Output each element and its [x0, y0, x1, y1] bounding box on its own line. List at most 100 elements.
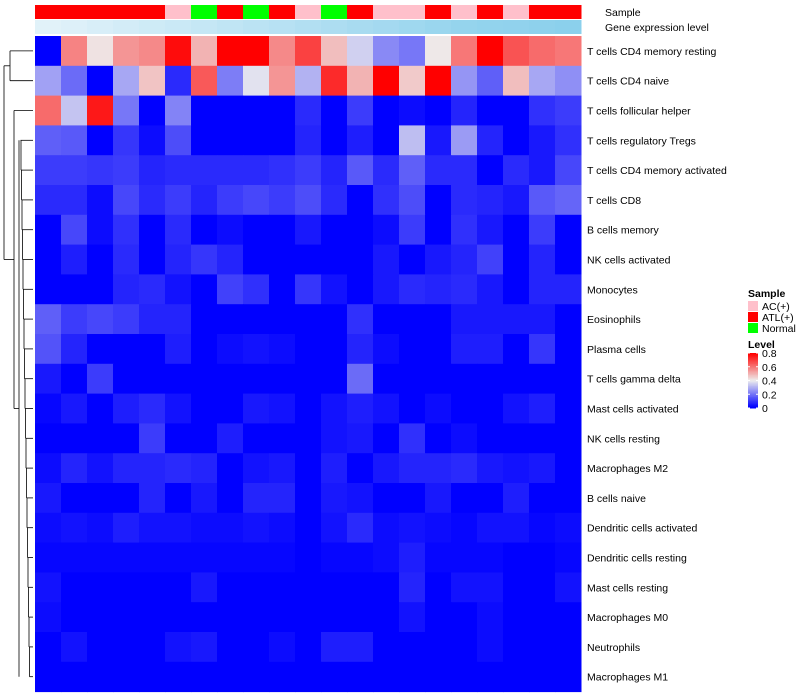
- sample-annotation-cell: [399, 5, 426, 19]
- heatmap-cell: [113, 274, 140, 305]
- heatmap-cell: [321, 453, 348, 484]
- heatmap-cell: [425, 542, 452, 573]
- legend-gradient-step: [748, 362, 758, 365]
- heatmap-cell: [35, 95, 62, 126]
- heatmap-cell: [87, 483, 114, 514]
- heatmap-cells: [35, 36, 582, 693]
- heatmap-cell: [165, 483, 192, 514]
- heatmap-cell: [87, 423, 114, 454]
- legend-gradient-step: [748, 405, 758, 408]
- heatmap-cell: [217, 483, 244, 514]
- heatmap-cell: [373, 632, 400, 663]
- heatmap-cell: [217, 274, 244, 305]
- heatmap-cell: [113, 95, 140, 126]
- heatmap-cell: [87, 542, 114, 573]
- heatmap-cell: [217, 632, 244, 663]
- sample-annotation-cell: [477, 5, 504, 19]
- heatmap-cell: [295, 125, 322, 156]
- heatmap-cell: [295, 542, 322, 573]
- heatmap-cell: [269, 661, 296, 693]
- heatmap-cell: [555, 244, 582, 275]
- heatmap-cell: [139, 214, 166, 246]
- heatmap-cell: [347, 244, 374, 275]
- heatmap-cell: [191, 632, 218, 663]
- row-labels: T cells CD4 memory resting T cells CD4 na…: [587, 46, 727, 684]
- heatmap-cell: [399, 453, 426, 484]
- heatmap-cell: [477, 36, 504, 67]
- heatmap-cell: [165, 602, 192, 633]
- heatmap-cell: [87, 632, 114, 663]
- legend-gradient-step: [748, 354, 758, 357]
- heatmap-cell: [295, 602, 322, 633]
- legend-gradient-step: [748, 366, 758, 369]
- heatmap-cell: [191, 36, 218, 67]
- heatmap-cell: [503, 572, 530, 603]
- sample-annotation-cell: [295, 5, 322, 19]
- heatmap-cell: [191, 572, 218, 603]
- heatmap-cell: [503, 512, 530, 544]
- legend-sample-title: Sample: [748, 288, 786, 300]
- heatmap-cell: [347, 423, 374, 454]
- gene-annotation-cell: [165, 20, 192, 34]
- heatmap-cell: [477, 304, 504, 335]
- heatmap-cell: [139, 65, 166, 97]
- heatmap-cell: [529, 423, 556, 454]
- heatmap-cell: [425, 65, 452, 97]
- heatmap-cell: [295, 363, 322, 395]
- heatmap-cell: [87, 244, 114, 275]
- heatmap-cell: [451, 512, 478, 544]
- heatmap-cell: [555, 572, 582, 603]
- heatmap-cell: [503, 65, 530, 97]
- heatmap-cell: [373, 453, 400, 484]
- legend-gradient-step: [748, 376, 758, 379]
- heatmap-cell: [165, 214, 192, 246]
- heatmap-cell: [243, 185, 270, 216]
- heatmap-cell: [295, 185, 322, 216]
- heatmap-cell: [555, 363, 582, 395]
- heatmap-cell: [373, 423, 400, 454]
- heatmap-cell: [451, 185, 478, 216]
- sample-annotation-cell: [555, 5, 582, 19]
- heatmap-cell: [191, 453, 218, 484]
- heatmap-cell: [217, 602, 244, 633]
- heatmap-cell: [529, 632, 556, 663]
- heatmap-cell: [113, 661, 140, 693]
- row-label: Dendritic cells resting: [587, 553, 687, 565]
- heatmap-cell: [321, 423, 348, 454]
- legend-gradient-step: [748, 384, 758, 387]
- heatmap-cell: [477, 393, 504, 424]
- heatmap-cell: [295, 632, 322, 663]
- heatmap-cell: [113, 542, 140, 573]
- sample-annotation-cell: [217, 5, 244, 19]
- legend-swatch: [748, 323, 758, 333]
- heatmap-cell: [113, 65, 140, 97]
- heatmap-cell: [269, 483, 296, 514]
- heatmap-cell: [87, 36, 114, 67]
- heatmap-cell: [529, 602, 556, 633]
- heatmap-cell: [373, 483, 400, 514]
- heatmap-cell: [113, 36, 140, 67]
- heatmap-cell: [295, 661, 322, 693]
- heatmap-cell: [191, 244, 218, 275]
- heatmap-cell: [425, 661, 452, 693]
- row-label: Dendritic cells activated: [587, 523, 697, 535]
- heatmap-cell: [555, 65, 582, 97]
- heatmap-cell: [269, 602, 296, 633]
- heatmap-cell: [139, 155, 166, 186]
- heatmap-cell: [451, 334, 478, 365]
- gene-annotation-cell: [113, 20, 140, 34]
- heatmap-cell: [113, 453, 140, 484]
- heatmap-cell: [347, 363, 374, 395]
- heatmap-cell: [399, 274, 426, 305]
- row-label: Mast cells activated: [587, 404, 679, 416]
- heatmap-cell: [503, 483, 530, 514]
- heatmap-cell: [35, 632, 62, 663]
- heatmap-cell: [347, 602, 374, 633]
- heatmap-cell: [191, 423, 218, 454]
- row-dendrogram: [3, 50, 33, 678]
- heatmap-cell: [529, 36, 556, 67]
- heatmap-cell: [61, 185, 88, 216]
- heatmap-cell: [269, 185, 296, 216]
- heatmap-cell: [425, 125, 452, 156]
- heatmap-cell: [217, 185, 244, 216]
